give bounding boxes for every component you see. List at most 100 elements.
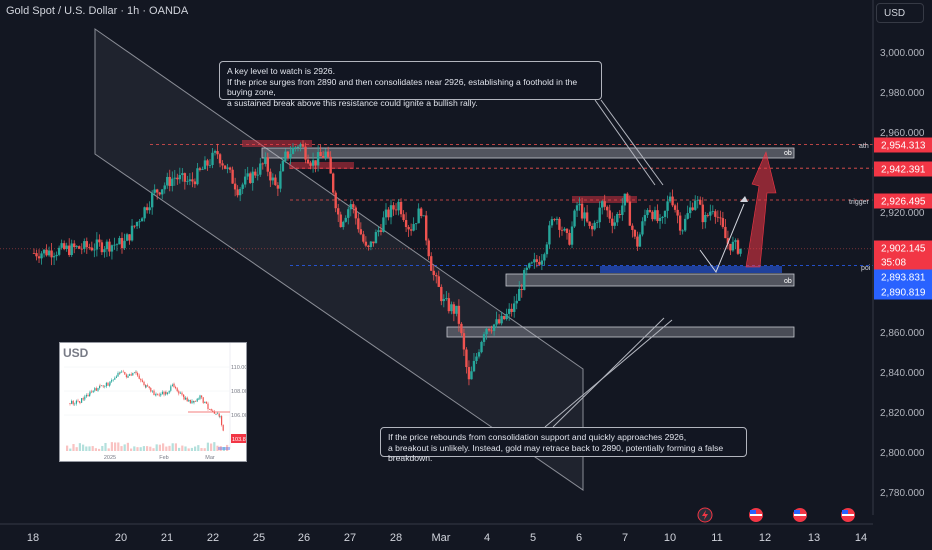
candle-body-138 xyxy=(379,230,383,232)
price-label-1: 2,942.391 xyxy=(881,165,926,176)
inset-candle-18 xyxy=(95,388,97,391)
ob-label-upper: ob xyxy=(784,150,792,157)
inset-candle-62 xyxy=(157,393,159,395)
candle-body-139 xyxy=(382,217,385,232)
inset-volume-bar xyxy=(104,442,107,451)
inset-candle-100 xyxy=(210,408,212,411)
candle-body-124 xyxy=(344,217,347,222)
candle-body-19 xyxy=(80,248,83,250)
candle-body-127 xyxy=(352,204,355,208)
candle-body-190 xyxy=(510,308,513,312)
annotation-top[interactable]: A key level to watch is 2926. If the pri… xyxy=(219,61,602,108)
candle-body-43 xyxy=(140,218,144,222)
inset-candle-17 xyxy=(94,388,96,391)
inset-candle-101 xyxy=(212,410,214,412)
candle-body-88 xyxy=(254,171,257,176)
candle-body-157 xyxy=(427,240,430,257)
candle-body-272 xyxy=(716,216,720,218)
inset-volume-bar xyxy=(130,448,133,451)
candle-body-223 xyxy=(593,222,596,230)
ob-zone-upper xyxy=(261,147,795,159)
usd-inset-chart[interactable]: USD 110.00 108.00 106.00 103.83 2025 Feb Mar xyxy=(59,342,247,462)
candle-body-194 xyxy=(520,288,523,290)
candle-body-55 xyxy=(171,178,174,186)
candle-body-106 xyxy=(299,144,302,147)
inset-candle-65 xyxy=(161,391,163,394)
candle-body-265 xyxy=(699,199,702,205)
candle-body-80 xyxy=(233,183,237,190)
inset-candle-63 xyxy=(158,394,160,396)
candle-body-255 xyxy=(673,205,677,210)
inset-candle-5 xyxy=(77,400,79,402)
candle-body-206 xyxy=(550,219,554,226)
candle-body-181 xyxy=(487,328,491,331)
candle-body-53 xyxy=(166,176,169,186)
candle-body-146 xyxy=(399,201,403,215)
inset-candle-85 xyxy=(189,399,191,404)
candle-body-183 xyxy=(492,324,496,331)
candle-body-257 xyxy=(678,215,682,231)
price-label-bg-2 xyxy=(874,193,932,209)
inset-candle-106 xyxy=(218,413,220,417)
inset-volume-bar xyxy=(210,443,213,451)
inset-candle-2 xyxy=(72,400,74,405)
candle-body-37 xyxy=(125,234,129,241)
inset-candle-102 xyxy=(213,411,215,414)
candle-body-18 xyxy=(78,246,81,249)
candle-body-210 xyxy=(560,229,564,231)
inset-volume-bar xyxy=(136,447,139,451)
annotation-bottom-line-2: a breakout is unlikely. Instead, gold ma… xyxy=(388,442,724,464)
inset-volume-bar xyxy=(139,447,142,451)
candle-body-141 xyxy=(387,209,390,218)
time-label-3: 22 xyxy=(207,532,219,544)
projection-arrowhead xyxy=(740,196,748,202)
inset-candle-33 xyxy=(117,372,119,377)
candle-body-10 xyxy=(57,247,61,255)
candle-body-30 xyxy=(108,241,111,252)
candle-body-203 xyxy=(543,254,546,261)
inset-volume-bar xyxy=(162,443,165,451)
candle-body-22 xyxy=(88,247,91,249)
inset-candle-28 xyxy=(109,381,111,385)
inset-candle-61 xyxy=(155,393,157,395)
candle-body-273 xyxy=(719,217,722,219)
candle-body-120 xyxy=(334,192,337,209)
candle-body-242 xyxy=(641,221,644,235)
inset-candle-8 xyxy=(81,398,83,403)
candle-body-122 xyxy=(339,214,342,228)
candle-body-70 xyxy=(208,164,212,166)
candle-body-94 xyxy=(269,171,272,181)
candle-body-197 xyxy=(528,263,531,268)
candle-body-130 xyxy=(359,229,363,235)
candle-body-199 xyxy=(533,259,536,263)
candle-body-2 xyxy=(37,256,41,259)
candle-body-83 xyxy=(241,184,244,189)
candle-body-175 xyxy=(472,360,476,372)
candle-body-228 xyxy=(606,206,609,211)
inset-volume-bar xyxy=(133,446,136,451)
candle-body-15 xyxy=(70,243,73,256)
candle-body-60 xyxy=(183,173,187,182)
inset-candle-38 xyxy=(124,371,126,375)
candle-body-149 xyxy=(407,227,410,230)
candle-body-87 xyxy=(251,171,254,183)
currency-button[interactable]: USD xyxy=(876,3,924,23)
inset-volume-bar xyxy=(94,448,97,451)
price-label-bg-6 xyxy=(874,284,932,300)
candle-body-230 xyxy=(611,218,614,226)
candle-body-42 xyxy=(138,221,141,223)
candle-body-266 xyxy=(701,204,704,223)
us-flag-icon-2 xyxy=(841,508,855,522)
inset-volume-bar xyxy=(69,448,72,451)
inset-candle-16 xyxy=(92,390,94,393)
price-label-0: 2,954.313 xyxy=(881,141,926,152)
candle-body-132 xyxy=(364,241,368,246)
annotation-bottom[interactable]: If the price rebounds from consolidation… xyxy=(380,427,747,463)
inset-candle-91 xyxy=(198,398,200,400)
time-label-11: 6 xyxy=(576,532,582,544)
candle-body-116 xyxy=(324,151,327,158)
price-tick-5: 2,840.000 xyxy=(880,368,925,379)
inset-volume-bar xyxy=(206,442,209,451)
